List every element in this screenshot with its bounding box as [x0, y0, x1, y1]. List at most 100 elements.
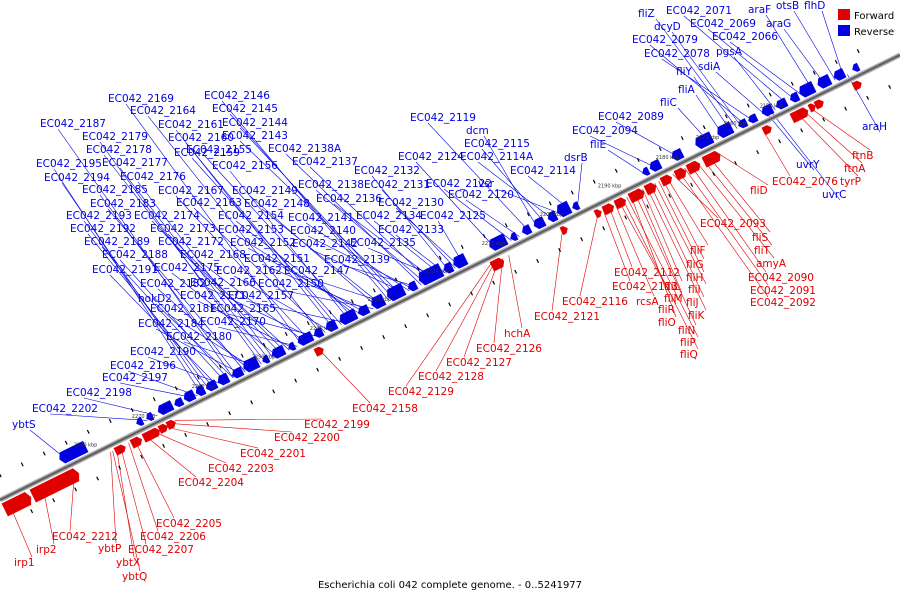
reverse-gene-leader — [793, 10, 836, 81]
forward-gene-leader — [134, 439, 175, 519]
track-tick — [536, 258, 540, 264]
reverse-gene-label: EC042_2146 — [204, 90, 270, 102]
track-tick — [20, 462, 24, 467]
forward-gene-leader — [174, 418, 323, 421]
forward-gene-label: fliR — [658, 304, 675, 316]
reverse-gene-label: EC042_2071 — [666, 5, 732, 17]
reverse-gene-leader — [247, 247, 366, 313]
track-tick — [174, 386, 178, 391]
forward-gene-arrow — [673, 167, 687, 181]
track-tick — [636, 157, 640, 162]
forward-gene-label: ybtX — [116, 557, 140, 569]
reverse-gene-leader — [239, 140, 402, 296]
track-tick — [140, 454, 144, 459]
forward-gene-arrow — [807, 103, 816, 113]
track-tick — [316, 367, 320, 372]
forward-gene-label: rcsA — [636, 296, 659, 308]
track-tick — [360, 345, 364, 351]
reverse-gene-label: EC042_2148 — [244, 198, 310, 210]
forward-gene-leader — [708, 156, 771, 233]
reverse-gene-leader — [309, 166, 430, 282]
track-tick — [52, 498, 56, 503]
track-tick — [338, 356, 342, 361]
reverse-gene-leader — [221, 100, 390, 301]
reverse-gene-leader — [245, 300, 346, 323]
reverse-gene-label: otsB — [776, 0, 799, 12]
reverse-gene-label: EC042_2156 — [212, 160, 278, 172]
forward-gene-leader — [762, 129, 791, 177]
forward-gene-arrow — [157, 423, 168, 434]
forward-gene-arrow — [489, 257, 505, 272]
kbp-label: 2220 kbp — [426, 268, 450, 274]
forward-gene-label: fliO — [658, 317, 676, 329]
track-tick — [30, 509, 34, 514]
track-tick — [514, 269, 518, 274]
forward-gene-label: fliJ — [686, 297, 699, 309]
reverse-gene-leader — [119, 259, 230, 381]
reverse-gene-leader — [197, 259, 306, 343]
reverse-gene-label: EC042_2132 — [354, 165, 420, 177]
reverse-gene-leader — [155, 328, 242, 375]
forward-gene-label: EC042_2091 — [750, 285, 816, 297]
reverse-gene-label: EC042_2168 — [180, 249, 246, 261]
reverse-gene-leader — [707, 28, 796, 101]
reverse-gene-arrow — [510, 231, 519, 242]
reverse-gene-leader — [481, 148, 546, 224]
reverse-gene-label: EC042_2149 — [232, 185, 298, 197]
reverse-gene-label: EC042_2130 — [378, 197, 444, 209]
track-tick — [680, 136, 684, 141]
reverse-gene-arrow — [339, 308, 359, 326]
reverse-gene-label: EC042_2163 — [176, 197, 242, 209]
reverse-gene-leader — [371, 175, 450, 272]
reverse-gene-label: vsr — [478, 178, 495, 190]
reverse-gene-label: EC042_2142 — [292, 238, 358, 250]
reverse-gene-leader — [767, 113, 815, 171]
forward-gene-leader — [608, 205, 633, 268]
reverse-gene-leader — [147, 356, 222, 385]
reverse-gene-label: EC042_2135 — [350, 237, 416, 249]
reverse-gene-label: flhD — [804, 0, 825, 12]
reverse-gene-arrow — [136, 416, 145, 426]
reverse-gene-label: dcyD — [654, 21, 681, 33]
reverse-gene-label: araF — [748, 4, 771, 16]
forward-gene-label: irp2 — [36, 544, 57, 556]
reverse-gene-label: EC042_2153 — [218, 224, 284, 236]
reverse-gene-arrow — [387, 282, 407, 302]
track-tick — [526, 212, 530, 217]
reverse-gene-leader — [235, 234, 362, 315]
kbp-label: 2200 kbp — [540, 212, 564, 218]
reverse-gene-label: EC042_2184 — [138, 318, 204, 330]
forward-gene-leader — [112, 450, 141, 572]
reverse-gene-label: EC042_2145 — [212, 103, 278, 115]
reverse-gene-leader — [119, 382, 194, 399]
forward-gene-arrow — [313, 346, 324, 357]
reverse-gene-label: EC042_2178 — [86, 144, 152, 156]
forward-gene-leader — [702, 159, 773, 246]
reverse-gene-arrow — [533, 216, 547, 230]
track-tick — [196, 375, 200, 380]
genome-caption: Escherichia coli 042 complete genome. - … — [318, 580, 582, 591]
forward-gene-label: fliQ — [680, 349, 698, 361]
forward-gene-arrow — [601, 203, 614, 216]
reverse-gene-leader — [229, 170, 350, 321]
forward-gene-leader — [405, 263, 491, 387]
forward-gene-leader — [630, 194, 677, 318]
forward-gene-label: EC042_2204 — [178, 477, 244, 489]
forward-gene-label: fliI — [688, 284, 701, 296]
forward-gene-label: EC042_2116 — [562, 296, 628, 308]
track-tick — [504, 223, 508, 228]
forward-gene-arrow — [627, 188, 645, 204]
reverse-gene-leader — [119, 167, 270, 361]
kbp-label: 2270 kbp — [132, 414, 156, 420]
reverse-gene-leader — [305, 222, 410, 292]
track-tick — [712, 171, 716, 176]
forward-gene-label: EC042_2199 — [304, 419, 370, 431]
reverse-gene-arrow — [195, 384, 207, 397]
forward-gene-leader — [618, 200, 677, 305]
reverse-gene-label: EC042_2147 — [284, 265, 350, 277]
reverse-gene-arrow — [418, 263, 445, 286]
reverse-gene-label: EC042_2198 — [66, 387, 132, 399]
reverse-gene-leader — [301, 275, 386, 304]
reverse-gene-leader — [99, 194, 238, 377]
forward-gene-label: amyA — [756, 258, 787, 270]
